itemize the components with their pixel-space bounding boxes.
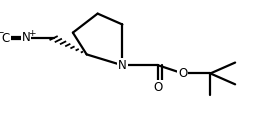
Text: O: O (153, 81, 163, 94)
Text: C: C (1, 32, 10, 45)
Text: N: N (118, 59, 127, 72)
Text: O: O (178, 67, 188, 80)
Text: N: N (22, 31, 31, 44)
Text: −: − (0, 28, 5, 38)
Text: +: + (28, 29, 36, 38)
